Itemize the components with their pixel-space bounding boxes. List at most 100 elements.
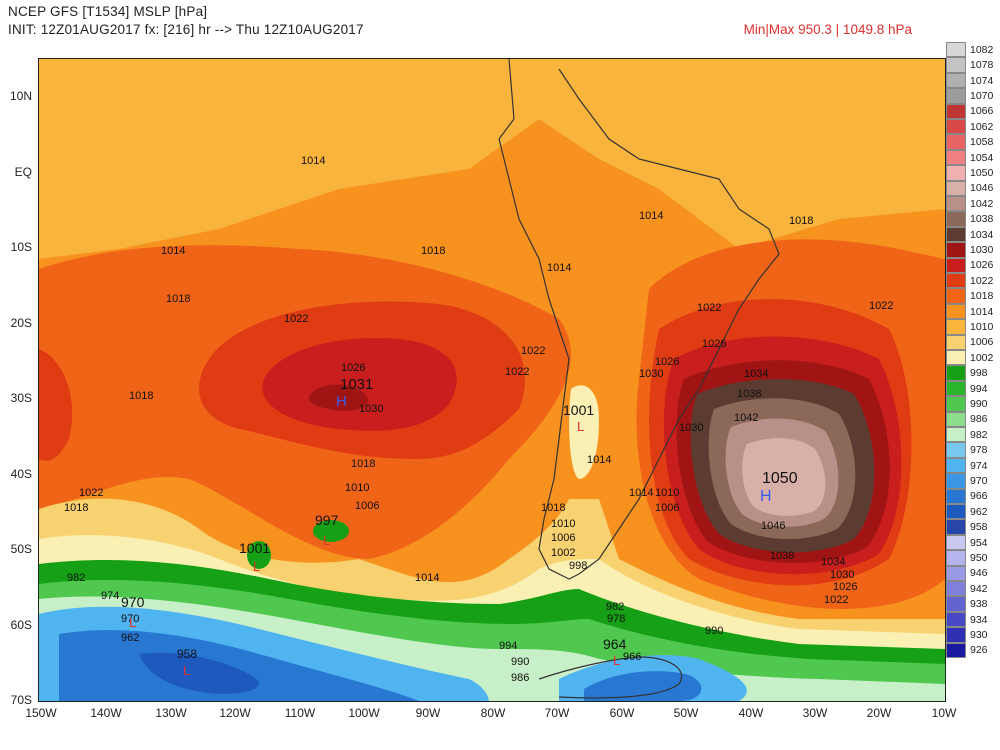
colorbar-level-label: 942 xyxy=(970,582,988,595)
colorbar-level-label: 1002 xyxy=(970,351,994,364)
colorbar-level-label: 1050 xyxy=(970,166,994,179)
isobar-label: 1046 xyxy=(761,520,785,532)
isobar-label: 1022 xyxy=(869,300,893,312)
map-canvas: 1014 1014 1014 1014 1018 1018 1018 1018 1018 1022… xyxy=(39,59,945,701)
colorbar-level-label: 1046 xyxy=(970,182,994,195)
field-1030 xyxy=(309,384,368,411)
low-value-label: 970 xyxy=(121,594,145,610)
low-value-label: 1001 xyxy=(239,540,270,556)
low-marker: L xyxy=(323,533,330,548)
field-1026 xyxy=(262,338,457,431)
isobar-label: 1014 xyxy=(161,245,185,257)
colorbar-swatch xyxy=(946,88,966,104)
field-atl-1046 xyxy=(742,438,826,516)
colorbar-swatch xyxy=(946,57,966,73)
colorbar-level-label: 1062 xyxy=(970,120,994,133)
lon-tick-label: 30W xyxy=(802,706,828,720)
colorbar-swatch xyxy=(946,427,966,443)
min-max-readout: Min|Max 950.3 | 1049.8 hPa xyxy=(743,22,912,37)
colorbar-level-label: 1030 xyxy=(970,243,994,256)
isobar-label: 1002 xyxy=(551,547,575,559)
low-value-label: 997 xyxy=(315,512,339,528)
colorbar-level-label: 1042 xyxy=(970,197,994,210)
isobar-label: 990 xyxy=(511,656,529,668)
colorbar-level-label: 998 xyxy=(970,367,988,380)
lat-tick-label: EQ xyxy=(14,165,32,179)
colorbar-swatch xyxy=(946,350,966,366)
colorbar-level-label: 986 xyxy=(970,413,988,426)
isobar-label: 1038 xyxy=(770,550,794,562)
isobar-label: 1022 xyxy=(697,302,721,314)
colorbar-swatch xyxy=(946,457,966,474)
isobar-label: 1018 xyxy=(166,293,190,305)
lon-tick-label: 90W xyxy=(415,706,441,720)
low-value-label: 958 xyxy=(177,647,197,661)
low-cell-1001 xyxy=(247,541,271,569)
high-marker: H xyxy=(336,393,347,410)
isobar-label: 1018 xyxy=(64,502,88,514)
low-marker: L xyxy=(577,419,584,434)
field-962 xyxy=(59,630,419,701)
colorbar-swatch xyxy=(946,611,966,628)
colorbar-level-label: 926 xyxy=(970,644,988,657)
isobar-label: 994 xyxy=(499,640,517,652)
colorbar-swatch xyxy=(946,119,966,135)
lat-tick-label: 60S xyxy=(10,618,32,632)
colorbar-swatch xyxy=(946,411,966,427)
coastlines xyxy=(498,59,780,699)
isobar-label: 1030 xyxy=(639,368,663,380)
isobar-label: 1026 xyxy=(655,356,679,368)
lon-tick-label: 50W xyxy=(673,706,699,720)
lon-tick-label: 150W xyxy=(25,706,57,720)
colorbar-level-label: 1082 xyxy=(970,43,994,56)
colorbar-level-label: 990 xyxy=(970,397,988,410)
colorbar-swatch xyxy=(946,211,966,227)
low-marker: L xyxy=(129,615,136,630)
colorbar-swatch xyxy=(946,134,966,150)
isobar-label: 1018 xyxy=(789,215,813,227)
isobar-label: 978 xyxy=(607,613,625,625)
init-forecast-line: INIT: 12Z01AUG2017 fx: [216] hr --> Thu … xyxy=(8,22,364,37)
isobar-label: 982 xyxy=(606,601,624,613)
isobar-label: 1014 xyxy=(547,262,571,274)
colorbar-swatch xyxy=(946,396,966,412)
isobar-label: 998 xyxy=(569,560,587,572)
low-value-label: 964 xyxy=(603,636,627,652)
lon-tick-label: 130W xyxy=(155,706,187,720)
isobar-label: 1006 xyxy=(551,532,575,544)
colorbar-level-label: 1074 xyxy=(970,74,994,87)
lon-tick-label: 60W xyxy=(609,706,635,720)
colorbar-swatch xyxy=(946,642,966,658)
isobar-label: 974 xyxy=(101,590,119,602)
lat-tick-label: 30S xyxy=(10,391,32,405)
isobar-label: 1018 xyxy=(541,502,565,514)
lat-tick-label: 20S xyxy=(10,316,32,330)
isobar-label: 1022 xyxy=(284,313,308,325)
colorbar-level-label: 962 xyxy=(970,505,988,518)
isobar-label: 1014 xyxy=(639,210,663,222)
colorbar-swatch xyxy=(946,504,966,520)
isobar-label: 1022 xyxy=(521,345,545,357)
isobar-label: 1034 xyxy=(821,556,845,568)
isobar-label: 986 xyxy=(511,672,529,684)
isobar-label: 1006 xyxy=(355,500,379,512)
colorbar-swatch xyxy=(946,257,966,273)
isobar-label: 1018 xyxy=(351,458,375,470)
isobar-label: 1022 xyxy=(505,366,529,378)
lon-tick-label: 40W xyxy=(738,706,764,720)
colorbar-level-label: 1022 xyxy=(970,274,994,287)
colorbar-swatch xyxy=(946,581,966,597)
low-value-label: 1001 xyxy=(563,402,594,418)
colorbar-swatch xyxy=(946,334,966,350)
colorbar-swatch xyxy=(946,565,966,581)
high-value-label: 1050 xyxy=(762,470,798,487)
colorbar-swatch xyxy=(946,42,966,58)
isobar-label: 1022 xyxy=(824,594,848,606)
colorbar-level-label: 978 xyxy=(970,444,988,457)
isobar-label: 1022 xyxy=(79,487,103,499)
colorbar-level-label: 950 xyxy=(970,551,988,564)
isobar-label: 982 xyxy=(67,572,85,584)
field-958 xyxy=(139,652,259,694)
isobar-label: 1018 xyxy=(421,245,445,257)
isobar-label: 1030 xyxy=(359,403,383,415)
